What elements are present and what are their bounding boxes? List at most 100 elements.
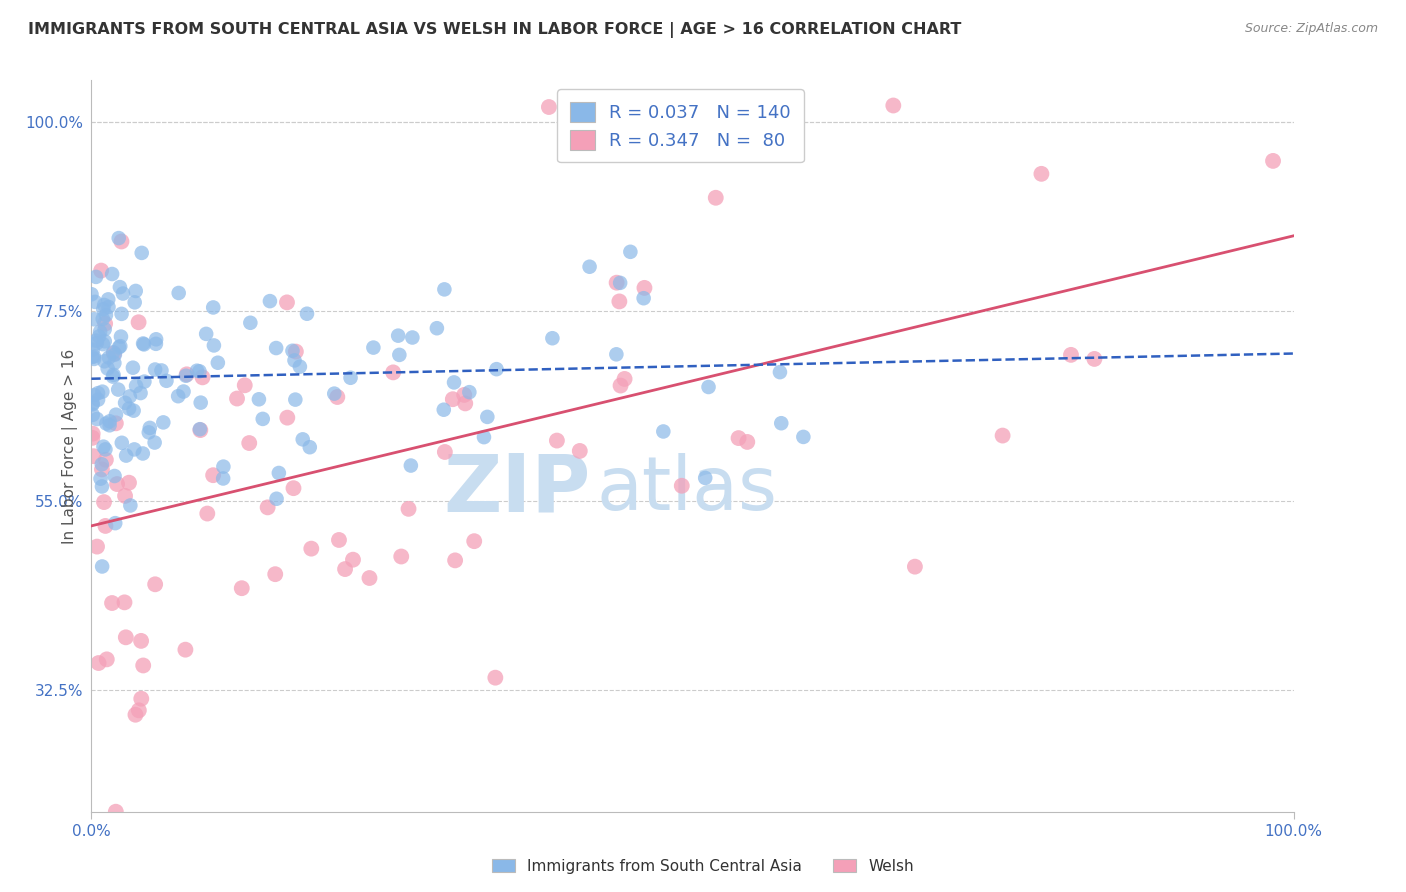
Point — [83, 351, 105, 366]
Point — [97, 293, 120, 307]
Point — [103, 356, 125, 370]
Point — [266, 491, 288, 506]
Point — [441, 392, 464, 407]
Point — [93, 322, 115, 336]
Point — [247, 392, 270, 407]
Point — [613, 372, 636, 386]
Point — [98, 418, 121, 433]
Point — [83, 449, 105, 463]
Point — [444, 553, 467, 567]
Point — [114, 489, 136, 503]
Point — [129, 633, 152, 648]
Point — [110, 339, 132, 353]
Point — [252, 412, 274, 426]
Point — [104, 417, 127, 431]
Point — [139, 421, 162, 435]
Point — [103, 346, 125, 360]
Point — [84, 294, 107, 309]
Point — [104, 516, 127, 530]
Point — [143, 435, 166, 450]
Point — [110, 307, 132, 321]
Point — [174, 642, 197, 657]
Point — [86, 412, 108, 426]
Point — [94, 519, 117, 533]
Point — [104, 805, 127, 819]
Point — [96, 652, 118, 666]
Point — [87, 329, 110, 343]
Point — [389, 549, 412, 564]
Point — [727, 431, 749, 445]
Point — [111, 435, 134, 450]
Point — [704, 191, 727, 205]
Point — [86, 540, 108, 554]
Point — [110, 329, 132, 343]
Point — [458, 385, 481, 400]
Point — [82, 396, 104, 410]
Point — [443, 376, 465, 390]
Point — [122, 360, 145, 375]
Point — [132, 336, 155, 351]
Point — [190, 395, 212, 409]
Point — [129, 386, 152, 401]
Text: atlas: atlas — [596, 453, 778, 526]
Point — [132, 658, 155, 673]
Point — [122, 403, 145, 417]
Point — [609, 276, 631, 290]
Point — [609, 294, 631, 309]
Point — [485, 362, 508, 376]
Point — [118, 401, 141, 416]
Legend: R = 0.037   N = 140, R = 0.347   N =  80: R = 0.037 N = 140, R = 0.347 N = 80 — [557, 89, 804, 162]
Point — [256, 500, 278, 515]
Legend: Immigrants from South Central Asia, Welsh: Immigrants from South Central Asia, Wels… — [486, 853, 920, 880]
Point — [91, 479, 114, 493]
Point — [276, 295, 298, 310]
Point — [145, 336, 167, 351]
Point — [546, 434, 568, 448]
Text: IMMIGRANTS FROM SOUTH CENTRAL ASIA VS WELSH IN LABOR FORCE | AGE > 16 CORRELATIO: IMMIGRANTS FROM SOUTH CENTRAL ASIA VS WE… — [28, 22, 962, 38]
Point — [1060, 348, 1083, 362]
Point — [124, 707, 146, 722]
Point — [652, 425, 675, 439]
Point — [1083, 351, 1105, 366]
Text: ZIP: ZIP — [443, 450, 591, 529]
Point — [259, 294, 281, 309]
Point — [188, 364, 211, 378]
Point — [107, 231, 129, 245]
Point — [83, 388, 105, 402]
Point — [239, 316, 262, 330]
Point — [537, 100, 560, 114]
Point — [401, 330, 423, 344]
Point — [433, 445, 456, 459]
Point — [82, 426, 104, 441]
Point — [118, 475, 141, 490]
Point — [125, 284, 148, 298]
Point — [342, 552, 364, 566]
Point — [359, 571, 381, 585]
Point — [770, 416, 793, 430]
Point — [333, 562, 356, 576]
Point — [433, 282, 456, 296]
Point — [735, 434, 758, 449]
Point — [281, 343, 304, 358]
Point — [568, 444, 591, 458]
Point — [143, 577, 166, 591]
Point — [195, 326, 218, 341]
Point — [541, 331, 564, 345]
Point — [619, 244, 641, 259]
Point — [101, 267, 124, 281]
Point — [426, 321, 449, 335]
Point — [398, 501, 420, 516]
Point — [138, 425, 160, 440]
Point — [991, 428, 1014, 442]
Point — [633, 291, 655, 305]
Point — [97, 300, 120, 314]
Point — [606, 276, 628, 290]
Point — [101, 345, 124, 359]
Point — [191, 370, 214, 384]
Point — [188, 423, 211, 437]
Point — [114, 630, 136, 644]
Point — [114, 396, 136, 410]
Point — [87, 656, 110, 670]
Point — [233, 378, 256, 392]
Point — [114, 595, 136, 609]
